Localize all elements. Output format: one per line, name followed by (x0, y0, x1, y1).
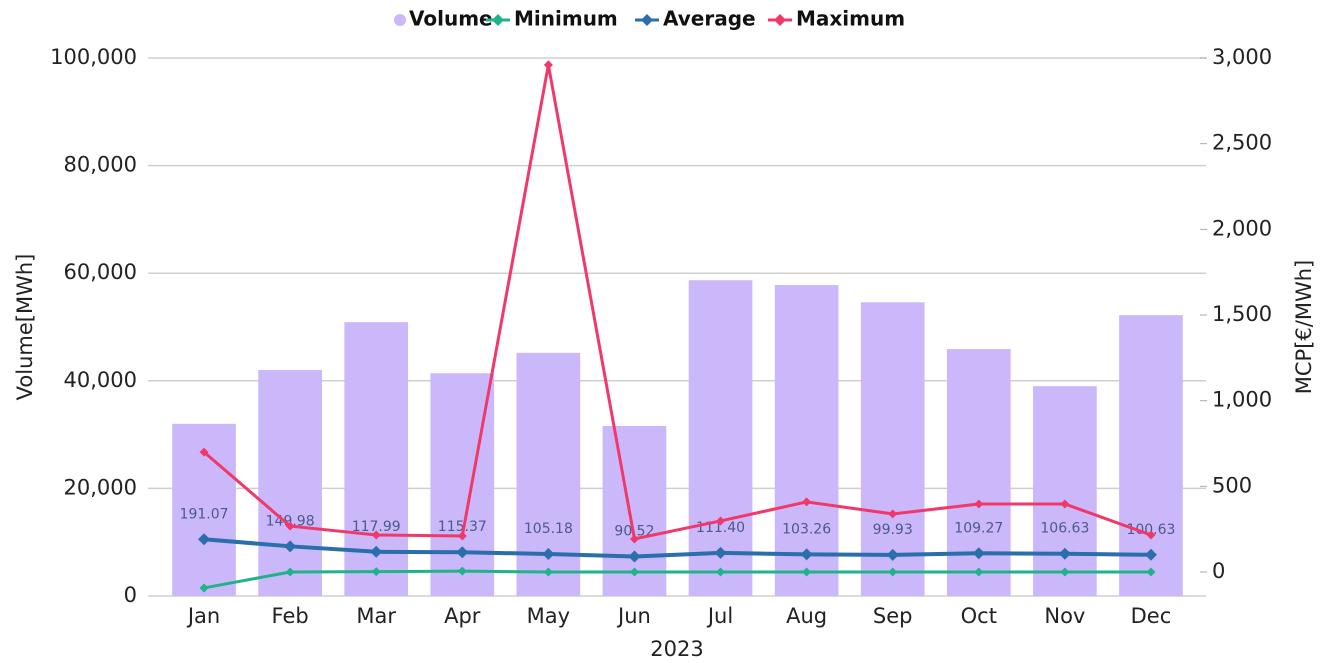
point (543, 60, 553, 70)
point (886, 548, 899, 561)
legend-label: Average (663, 7, 756, 31)
bar (1033, 386, 1097, 596)
data-label: 115.37 (438, 519, 487, 535)
point (1060, 567, 1070, 577)
point (1058, 547, 1071, 560)
point (974, 567, 984, 577)
legend-label: Volume (409, 7, 493, 31)
data-label: 100.63 (1126, 522, 1175, 538)
y2-tick-label: 0 (1212, 559, 1225, 583)
bar (860, 302, 925, 596)
x-tick-label: May (527, 604, 570, 628)
legend-marker (774, 14, 786, 26)
x-tick-label: Nov (1044, 604, 1085, 628)
point (371, 567, 381, 577)
point (199, 583, 209, 593)
line (203, 569, 1151, 590)
line (203, 537, 1151, 559)
point (543, 567, 553, 577)
y2-tick-label: 500 (1212, 473, 1252, 497)
data-label: 117.99 (352, 519, 401, 535)
y-tick-label: 60,000 (64, 260, 137, 284)
line (203, 64, 1152, 541)
point (198, 533, 211, 546)
y-axis-title: Volume[MWh] (13, 254, 37, 401)
data-label: 105.18 (524, 521, 573, 537)
point (888, 509, 898, 519)
point (1060, 499, 1070, 509)
legend-label: Maximum (796, 7, 905, 31)
y2-tick-label: 2,000 (1212, 216, 1272, 240)
x-tick-label: Oct (961, 604, 997, 628)
point (714, 546, 727, 559)
point (972, 547, 985, 560)
data-label: 106.63 (1040, 521, 1089, 537)
x-tick-label: Sep (873, 604, 913, 628)
y-tick-label: 100,000 (50, 45, 137, 69)
x-tick-label: Jan (186, 604, 220, 628)
y2-tick-label: 1,500 (1212, 302, 1272, 326)
y2-axis-title: MCP[€/MWh] (1292, 260, 1316, 394)
point (716, 567, 726, 577)
point (716, 516, 726, 526)
point (974, 499, 984, 509)
point (284, 540, 297, 553)
point (1146, 530, 1156, 540)
data-label: 99.93 (873, 522, 913, 538)
x-tick-label: Jul (706, 604, 733, 628)
point (456, 546, 469, 559)
legend-marker (641, 14, 653, 26)
x-tick-label: Mar (356, 604, 396, 628)
legend-label: Minimum (514, 7, 618, 31)
point (199, 447, 209, 457)
x-tick-label: Jun (616, 604, 651, 628)
x-tick-label: Apr (444, 604, 481, 628)
legend-marker (492, 14, 504, 26)
x-tick-label: Aug (786, 604, 827, 628)
point (285, 521, 295, 531)
bar (774, 285, 839, 596)
y2-tick-label: 3,000 (1212, 45, 1272, 69)
x-axis-title: 2023 (650, 637, 703, 661)
legend-marker (394, 14, 406, 26)
y2-tick-label: 1,000 (1212, 388, 1272, 412)
y-tick-label: 40,000 (64, 368, 137, 392)
point (457, 531, 467, 541)
point (800, 548, 813, 561)
point (1146, 567, 1156, 577)
x-tick-label: Dec (1131, 604, 1172, 628)
bar (688, 280, 753, 596)
y2-tick-label: 2,500 (1212, 131, 1272, 155)
bar (430, 373, 495, 596)
point (802, 567, 812, 577)
point (457, 566, 467, 576)
point (371, 530, 381, 540)
data-label: 103.26 (782, 521, 831, 537)
point (542, 547, 555, 560)
y-tick-label: 0 (124, 583, 137, 607)
point (629, 534, 639, 544)
x-tick-label: Feb (272, 604, 309, 628)
y-tick-label: 80,000 (64, 153, 137, 177)
point (1144, 548, 1157, 561)
point (629, 567, 639, 577)
y-tick-label: 20,000 (64, 475, 137, 499)
data-label: 191.07 (180, 506, 229, 522)
point (628, 550, 641, 563)
bar (258, 370, 322, 596)
point (285, 567, 295, 577)
point (888, 567, 898, 577)
point (370, 545, 383, 558)
data-label: 109.27 (954, 520, 1003, 536)
point (802, 497, 812, 507)
